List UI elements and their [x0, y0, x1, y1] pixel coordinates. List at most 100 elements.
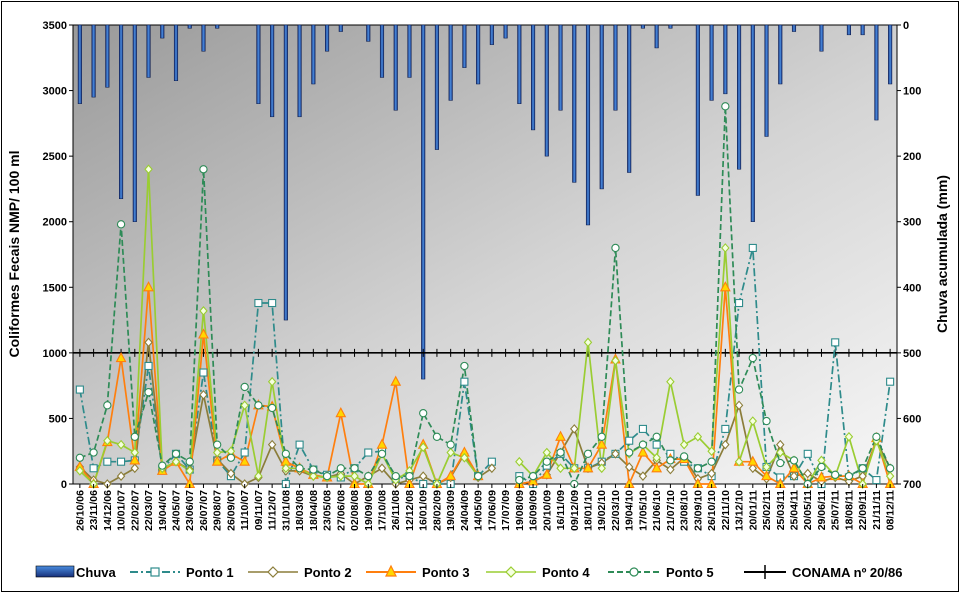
data-point-ponto-2 — [734, 400, 744, 411]
data-point-ponto-4 — [776, 447, 785, 458]
x-tick-label: 29/06/11 — [816, 490, 828, 530]
chuva-bar — [379, 24, 385, 78]
y-tick-label: 500 — [49, 413, 67, 425]
chuva-bar — [201, 24, 206, 52]
chuva-bar — [173, 24, 179, 81]
legend-label-conama: CONAMA nº 20/86 — [792, 565, 902, 580]
chuva-bar — [338, 24, 343, 32]
x-tick-label: 23/06/07 — [184, 490, 196, 531]
chuva-bar — [668, 24, 673, 29]
legend-marker-ponto-4 — [505, 566, 517, 578]
x-tick-label: 21/07/10 — [665, 490, 677, 531]
data-point-ponto-2 — [116, 471, 126, 481]
data-point-ponto-5 — [158, 461, 167, 470]
data-point-ponto-2 — [721, 439, 730, 450]
data-point-ponto-2 — [267, 439, 277, 450]
data-point-ponto-4 — [212, 447, 222, 458]
chuva-bar — [723, 24, 728, 95]
x-tick-label: 26/10/10 — [706, 490, 718, 531]
x-tick-label: 22/02/07 — [129, 490, 141, 531]
data-point-ponto-3 — [211, 455, 223, 466]
data-point-ponto-1 — [652, 440, 661, 449]
legend-label-ponto-4: Ponto 4 — [542, 565, 590, 580]
x-tick-label: 17/07/09 — [500, 490, 512, 531]
data-point-ponto-5 — [130, 432, 139, 441]
data-point-ponto-5 — [89, 448, 98, 457]
chuva-bar — [476, 24, 481, 85]
data-point-ponto-5 — [322, 471, 332, 481]
y-tick-label: 1000 — [43, 348, 67, 360]
data-point-ponto-2 — [226, 468, 236, 479]
data-point-ponto-1 — [721, 424, 730, 433]
data-point-ponto-5 — [446, 440, 455, 449]
data-point-ponto-5 — [473, 471, 483, 481]
data-point-ponto-1 — [364, 448, 373, 457]
x-tick-label: 21/06/10 — [651, 490, 663, 531]
data-point-ponto-3 — [198, 328, 209, 339]
x-tick-label: 23/08/10 — [679, 490, 691, 531]
data-point-ponto-5 — [542, 457, 551, 466]
x-tick-label: 22/03/10 — [610, 490, 622, 531]
x-tick-label: 22/03/07 — [143, 490, 155, 531]
chuva-bar — [366, 24, 371, 42]
data-point-ponto-3 — [143, 281, 154, 292]
data-point-ponto-5 — [515, 475, 524, 485]
data-point-ponto-4 — [734, 456, 744, 467]
y2-tick-label: 200 — [903, 151, 921, 163]
data-point-ponto-1 — [831, 338, 840, 347]
legend-label-ponto-1: Ponto 1 — [186, 565, 234, 580]
data-point-ponto-3 — [596, 438, 608, 449]
data-point-ponto-2 — [666, 464, 675, 475]
x-tick-label: 23/11/06 — [88, 490, 100, 530]
x-tick-label: 20/10/09 — [541, 490, 553, 531]
data-point-ponto-4 — [309, 471, 318, 481]
x-tick-label: 16/01/09 — [418, 490, 430, 531]
data-point-ponto-5 — [254, 401, 263, 410]
x-tick-label: 09/12/09 — [569, 490, 581, 531]
data-point-ponto-3 — [637, 446, 649, 457]
x-tick-label: 11/12/07 — [267, 490, 279, 530]
data-point-ponto-5 — [144, 388, 153, 397]
x-tick-label: 16/11/09 — [555, 490, 567, 530]
y-tick-label: 3500 — [43, 20, 67, 32]
data-point-ponto-1 — [254, 298, 263, 308]
chuva-bar — [585, 24, 591, 226]
plot-area — [72, 24, 898, 485]
data-point-ponto-3 — [719, 281, 731, 292]
data-point-ponto-2 — [611, 449, 620, 459]
legend-marker-ponto-3 — [385, 564, 397, 577]
y2-tick-label: 300 — [903, 217, 921, 229]
data-point-ponto-4 — [254, 471, 263, 481]
data-point-ponto-1 — [735, 298, 744, 308]
chuva-bar — [325, 24, 330, 52]
chuva-bar — [599, 24, 604, 190]
x-tick-label: 25/03/11 — [775, 490, 787, 530]
chuva-bar — [503, 24, 508, 39]
y2-tick-label: 700 — [903, 479, 921, 491]
data-point-ponto-2 — [418, 471, 428, 481]
data-point-ponto-3 — [541, 468, 553, 479]
data-point-ponto-4 — [199, 306, 208, 316]
y-tick-label: 0 — [61, 479, 67, 491]
y2-tick-label: 500 — [903, 348, 921, 360]
data-point-ponto-5 — [226, 453, 236, 462]
x-tick-label: 08/12/11 — [885, 490, 897, 530]
x-tick-label: 26/09/07 — [225, 490, 237, 531]
data-point-ponto-5 — [638, 440, 648, 449]
data-point-ponto-3 — [788, 462, 800, 473]
data-point-ponto-5 — [75, 453, 85, 462]
data-point-ponto-4 — [583, 337, 593, 348]
data-point-ponto-4 — [693, 431, 703, 442]
data-point-ponto-4 — [446, 447, 455, 458]
x-tick-label: 23/05/08 — [322, 490, 334, 531]
y-tick-label: 2000 — [43, 217, 67, 229]
data-point-ponto-2 — [487, 463, 497, 474]
chuva-bar — [846, 24, 851, 36]
data-point-ponto-1 — [625, 436, 634, 445]
data-point-ponto-1 — [748, 243, 757, 252]
data-point-ponto-2 — [707, 468, 716, 479]
data-point-ponto-4 — [679, 439, 689, 450]
y2-tick-label: 0 — [903, 20, 909, 32]
legend-marker-ponto-5 — [629, 567, 639, 577]
